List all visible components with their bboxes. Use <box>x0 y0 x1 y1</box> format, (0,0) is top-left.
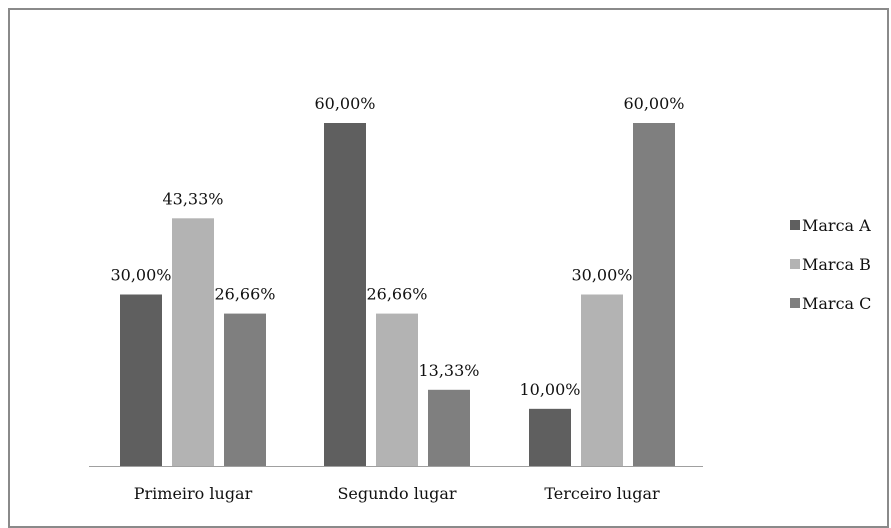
data-label: 60,00% <box>314 94 375 113</box>
legend-swatch <box>790 220 800 230</box>
bar-marca-a-3 <box>529 408 571 466</box>
data-label: 30,00% <box>110 266 171 285</box>
category-label: Terceiro lugar <box>544 484 660 503</box>
bar-marca-b-3 <box>581 294 623 466</box>
legend: Marca A Marca B Marca C <box>790 216 871 313</box>
bar-marca-b-1 <box>172 218 214 466</box>
bar-marca-a-2 <box>324 123 366 466</box>
legend-label: Marca C <box>802 294 871 313</box>
value-labels-group: 30,00% 43,33% 26,66% 60,00% 26,66% 13,33% 10,0… <box>110 94 684 399</box>
bar-marca-a-1 <box>120 294 162 466</box>
bar-marca-c-1 <box>224 313 266 466</box>
data-label: 26,66% <box>214 285 275 304</box>
bar-marca-c-2 <box>428 389 470 466</box>
category-label: Primeiro lugar <box>134 484 253 503</box>
data-label: 30,00% <box>571 266 632 285</box>
bars-group <box>120 123 675 466</box>
legend-swatch <box>790 298 800 308</box>
category-labels-group: Primeiro lugar Segundo lugar Terceiro luga… <box>134 484 660 503</box>
bar-chart: 30,00% 43,33% 26,66% 60,00% 26,66% 13,33% 10,0… <box>89 94 871 503</box>
category-label: Segundo lugar <box>337 484 456 503</box>
legend-label: Marca A <box>802 216 871 235</box>
data-label: 43,33% <box>162 189 223 208</box>
data-label: 60,00% <box>623 94 684 113</box>
legend-swatch <box>790 259 800 269</box>
bar-marca-b-2 <box>376 313 418 466</box>
legend-label: Marca B <box>802 255 871 274</box>
bar-marca-c-3 <box>633 123 675 466</box>
data-label: 13,33% <box>418 361 479 380</box>
data-label: 26,66% <box>366 285 427 304</box>
data-label: 10,00% <box>519 380 580 399</box>
